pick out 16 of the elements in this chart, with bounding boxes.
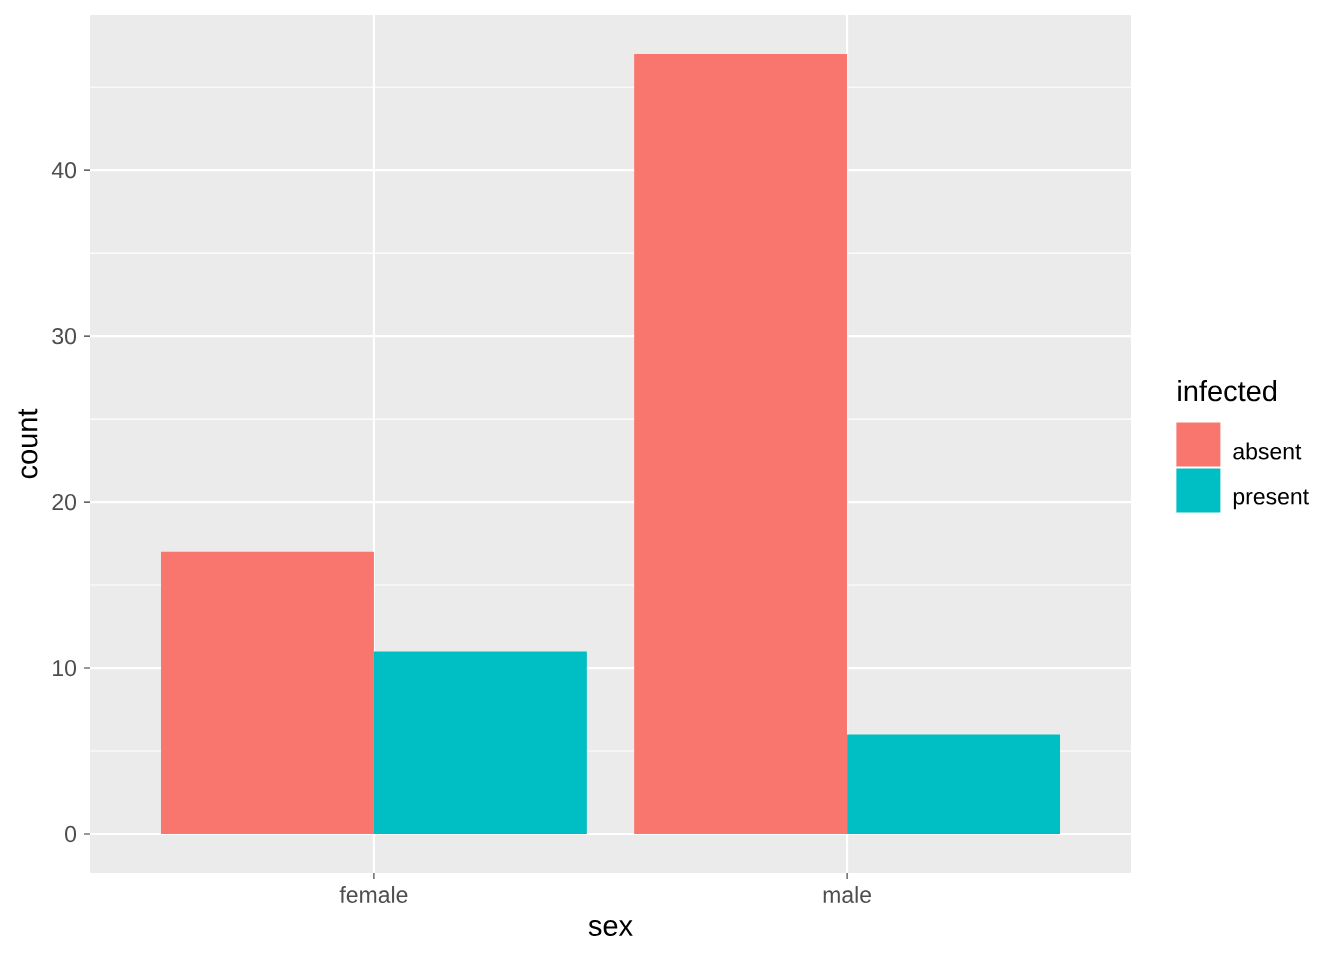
bar — [634, 53, 848, 834]
x-tick-label: male — [823, 886, 871, 903]
legend-label: absent — [1233, 442, 1302, 460]
x-axis-title: sex — [588, 920, 633, 936]
legend-label: present — [1233, 489, 1309, 510]
x-tick-label: female — [339, 886, 408, 903]
bar — [373, 651, 587, 834]
y-tick-label: 10 — [53, 659, 77, 677]
y-tick-label: 30 — [52, 327, 77, 345]
y-tick-label: 20 — [52, 493, 77, 511]
bar — [847, 734, 1061, 834]
y-tick-label: 40 — [51, 162, 77, 179]
y-axis-title: count — [18, 408, 38, 479]
bar — [160, 551, 374, 834]
legend-title: infected — [1178, 380, 1277, 402]
y-tick-label: 0 — [65, 825, 77, 843]
